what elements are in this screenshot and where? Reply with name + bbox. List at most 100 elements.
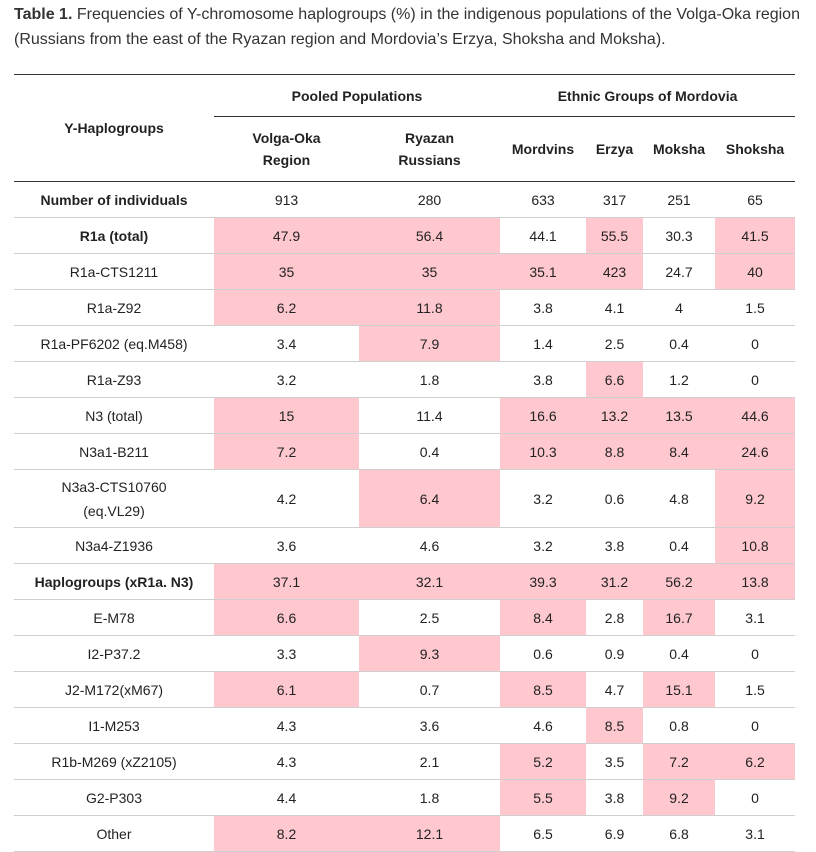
row-label-text: R1a-Z93 [86,371,142,388]
value-cell: 35 [214,253,359,290]
row-label-text: N3 (total) [85,407,143,424]
table-row: G2-P303 4.4 1.8 5.5 3.8 9.2 0 [14,779,796,816]
value-cell: 0 [715,779,796,816]
value-cell: 4.4 [214,779,359,816]
value-cell: 9.2 [643,779,716,816]
value-cell: 6.6 [214,599,359,636]
column-header-line1: Volga-Oka [252,130,321,146]
value-cell: 55.5 [586,217,644,254]
row-label: Haplogroups (xR1a. N3) [14,563,214,600]
row-label-text: E-M78 [93,609,135,626]
value-cell: 65 [715,181,796,218]
header-row-label: Y-Haplogroups [14,74,214,182]
value-cell: 1.5 [715,671,796,708]
value-cell: 6.9 [586,815,644,852]
value-cell: 9.2 [715,469,796,528]
value-cell: 56.2 [643,563,716,600]
value-cell: 3.8 [500,289,587,326]
column-header: Shoksha [715,116,796,182]
value-cell: 4.6 [500,707,587,744]
caption-text: Frequencies of Y-chromosome haplogroups … [14,6,800,48]
table-row: Number of individuals 913 280 633 317 251 65 [14,181,796,218]
value-cell: 2.5 [359,599,501,636]
value-cell: 3.3 [214,635,359,672]
value-cell: 32.1 [359,563,501,600]
row-label-text: Haplogroups (xR1a. N3) [34,573,194,590]
value-cell: 5.5 [500,779,587,816]
row-label-text: N3a1-B211 [79,443,149,460]
value-cell: 47.9 [214,217,359,254]
value-cell: 6.1 [214,671,359,708]
value-cell: 44.6 [715,397,796,434]
column-header: Erzya [586,116,644,182]
row-label: N3a3-CTS10760 (eq.VL29) [14,469,214,528]
value-cell: 0 [715,707,796,744]
value-cell: 0 [715,635,796,672]
value-cell: 0.4 [643,325,716,362]
value-cell: 0.9 [586,635,644,672]
value-cell: 35.1 [500,253,587,290]
row-label-text: Number of individuals [40,191,188,208]
value-cell: 0 [715,361,796,398]
row-label-text: N3a4-Z1936 [75,537,153,554]
value-cell: 1.5 [715,289,796,326]
value-cell: 0 [715,325,796,362]
table-caption: Table 1. Frequencies of Y-chromosome hap… [14,2,804,52]
value-cell: 7.2 [643,743,716,780]
value-cell: 13.8 [715,563,796,600]
value-cell: 30.3 [643,217,716,254]
table-row: R1a-Z93 3.2 1.8 3.8 6.6 1.2 0 [14,361,796,398]
row-label: R1a (total) [14,217,214,254]
row-label: N3a1-B211 [14,433,214,470]
value-cell: 11.8 [359,289,501,326]
value-cell: 8.2 [214,815,359,852]
value-cell: 4.3 [214,743,359,780]
value-cell: 1.8 [359,361,501,398]
value-cell: 4.8 [643,469,716,528]
row-label-text: R1a-Z92 [86,299,142,316]
value-cell: 3.1 [715,815,796,852]
value-cell: 56.4 [359,217,501,254]
value-cell: 11.4 [359,397,501,434]
table-row: N3a1-B211 7.2 0.4 10.3 8.8 8.4 24.6 [14,433,796,470]
value-cell: 4.3 [214,707,359,744]
row-label: I2-P37.2 [14,635,214,672]
row-label: G2-P303 [14,779,214,816]
table-row: R1a-CTS1211 35 35 35.1 423 24.7 40 [14,253,796,290]
column-header: Moksha [643,116,716,182]
value-cell: 24.7 [643,253,716,290]
value-cell: 1.4 [500,325,587,362]
value-cell: 44.1 [500,217,587,254]
value-cell: 31.2 [586,563,644,600]
value-cell: 13.5 [643,397,716,434]
table-row: R1a-Z92 6.2 11.8 3.8 4.1 4 1.5 [14,289,796,326]
column-header-line1: Ryazan [404,130,455,146]
value-cell: 16.6 [500,397,587,434]
row-label: Number of individuals [14,181,214,218]
value-cell: 13.2 [586,397,644,434]
caption-label: Table 1. [14,6,73,23]
value-cell: 0.7 [359,671,501,708]
value-cell: 5.2 [500,743,587,780]
table-row: N3a3-CTS10760 (eq.VL29) 4.2 6.4 3.2 0.6 4.8 9.2 [14,469,796,528]
row-label-text: Other [96,825,132,842]
value-cell: 2.1 [359,743,501,780]
value-cell: 0.4 [643,527,716,564]
value-cell: 1.8 [359,779,501,816]
value-cell: 7.9 [359,325,501,362]
value-cell: 0.4 [359,433,501,470]
table-row: R1a (total) 47.9 56.4 44.1 55.5 30.3 41.5 [14,217,796,254]
value-cell: 3.6 [359,707,501,744]
value-cell: 9.3 [359,635,501,672]
value-cell: 1.2 [643,361,716,398]
value-cell: 12.1 [359,815,501,852]
value-cell: 2.5 [586,325,644,362]
row-label-text: G2-P303 [85,789,143,806]
row-label: E-M78 [14,599,214,636]
row-label: R1a-CTS1211 [14,253,214,290]
value-cell: 4.7 [586,671,644,708]
value-cell: 6.2 [715,743,796,780]
row-label: Other [14,815,214,852]
value-cell: 4.2 [214,469,359,528]
row-label: I1-M253 [14,707,214,744]
